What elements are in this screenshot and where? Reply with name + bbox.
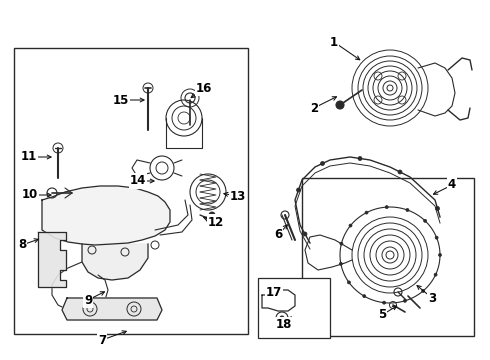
Circle shape [347, 281, 350, 284]
Circle shape [209, 212, 215, 218]
Text: 11: 11 [21, 150, 37, 163]
Circle shape [358, 157, 362, 161]
Bar [14, 48, 248, 334]
Circle shape [363, 294, 366, 298]
Text: 6: 6 [274, 229, 282, 242]
Circle shape [406, 208, 409, 212]
Text: 10: 10 [22, 189, 38, 202]
Text: 4: 4 [448, 179, 456, 192]
Circle shape [349, 224, 352, 227]
Circle shape [280, 316, 284, 320]
Text: 9: 9 [84, 293, 92, 306]
Polygon shape [38, 232, 66, 287]
Bar [302, 178, 474, 336]
Text: 1: 1 [330, 36, 338, 49]
Circle shape [336, 101, 344, 109]
Circle shape [436, 207, 440, 211]
Text: 17: 17 [266, 287, 282, 300]
Text: 8: 8 [18, 238, 26, 252]
Circle shape [403, 299, 406, 302]
Text: 2: 2 [310, 102, 318, 114]
Circle shape [296, 188, 300, 192]
Circle shape [435, 236, 438, 239]
Circle shape [439, 253, 441, 256]
Circle shape [340, 262, 343, 265]
Circle shape [422, 289, 425, 292]
Circle shape [398, 170, 402, 174]
Text: 18: 18 [276, 319, 292, 332]
Circle shape [383, 301, 386, 304]
Polygon shape [42, 186, 170, 245]
Text: 3: 3 [428, 292, 436, 305]
Circle shape [424, 219, 427, 222]
Circle shape [434, 273, 437, 276]
Circle shape [303, 232, 307, 236]
Text: 14: 14 [130, 175, 146, 188]
Polygon shape [62, 298, 162, 320]
Text: 15: 15 [113, 94, 129, 107]
Circle shape [340, 242, 343, 245]
Circle shape [385, 206, 388, 208]
Text: 12: 12 [208, 216, 224, 229]
Circle shape [365, 211, 368, 214]
Text: 13: 13 [230, 189, 246, 202]
Text: 5: 5 [378, 309, 386, 321]
Text: 7: 7 [98, 333, 106, 346]
Circle shape [320, 162, 324, 166]
Text: 16: 16 [196, 81, 212, 94]
Polygon shape [82, 244, 148, 280]
Bar [258, 278, 330, 338]
